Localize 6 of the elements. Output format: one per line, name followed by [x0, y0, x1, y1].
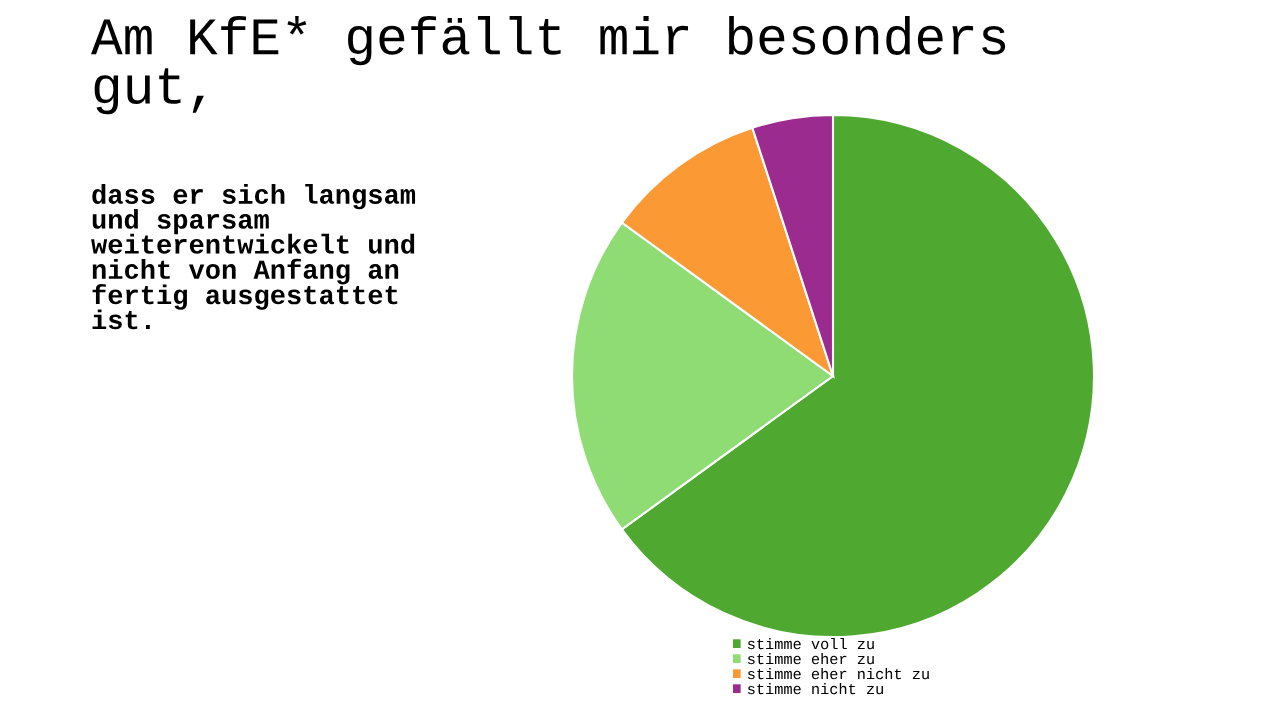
legend-label: stimme eher zu — [748, 653, 874, 665]
legend-label: stimme nicht zu — [748, 683, 883, 695]
chart-title: Am KfE* gefällt mir besonders gut, — [91, 16, 1006, 115]
legend-label: stimme voll zu — [748, 638, 874, 650]
text: dass er sich langsam und sparsam weiterentwickelt und nicht von Anfang an fertig ausgestattet ist. — [91, 184, 416, 330]
legend-label: stimme eher nicht zu — [748, 668, 929, 680]
